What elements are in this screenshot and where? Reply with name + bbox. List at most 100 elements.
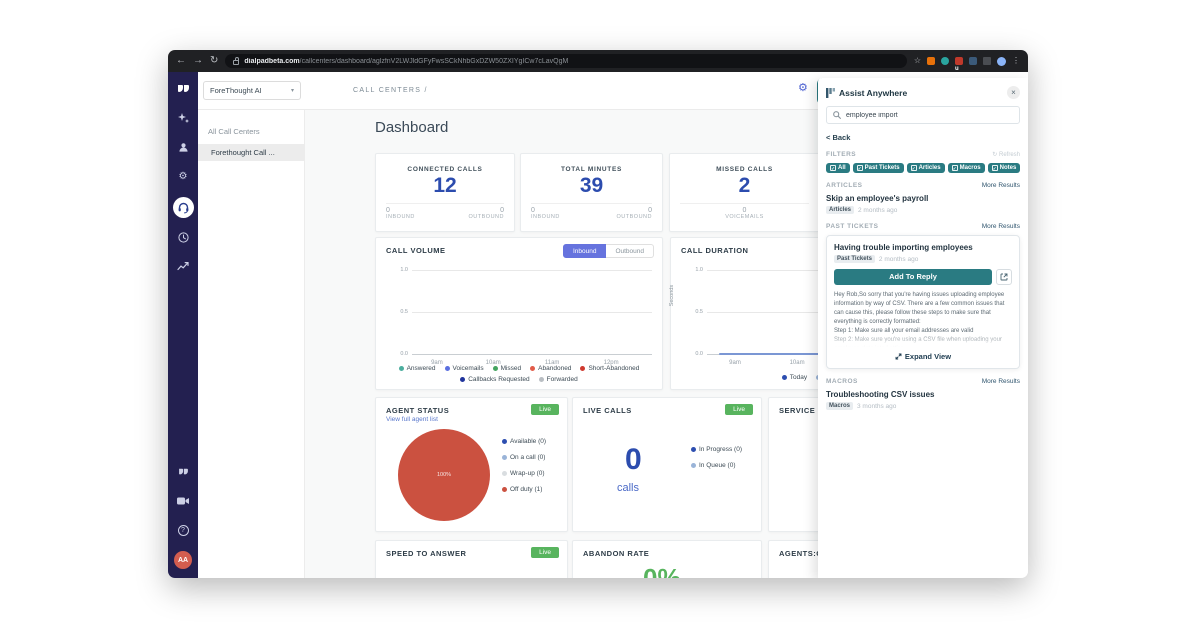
toggle-inbound[interactable]: Inbound bbox=[562, 244, 607, 258]
filter-chip-past-tickets[interactable]: ✓ Past Tickets bbox=[852, 163, 904, 173]
org-selector-dropdown[interactable]: ForeThought AI ▾ bbox=[203, 81, 301, 100]
extension-icon-teal[interactable] bbox=[941, 57, 949, 65]
filter-chip-articles[interactable]: ✓ Articles bbox=[906, 163, 945, 173]
live-calls-unit: calls bbox=[617, 482, 640, 494]
legend-label: Short-Abandoned bbox=[588, 365, 640, 372]
card-title: AGENT STATUS bbox=[386, 406, 450, 415]
url-bar[interactable]: dialpadbeta.com/callcenters/dashboard/ag… bbox=[225, 54, 907, 68]
more-results-link[interactable]: More Results bbox=[981, 182, 1020, 189]
macro-item-meta: Macros 3 months ago bbox=[826, 402, 1020, 410]
legend-label: Callbacks Requested bbox=[468, 376, 530, 383]
stat-card-missed-calls: MISSED CALLS 2 0 VOICEMAILS bbox=[669, 153, 820, 232]
expand-view-link[interactable]: Expand View bbox=[834, 352, 1012, 361]
extension-icon-orange[interactable] bbox=[927, 57, 935, 65]
past-ticket-card: Having trouble importing employees Past … bbox=[826, 235, 1020, 369]
abandon-rate-value: 0% bbox=[643, 563, 681, 578]
xtick: 9am bbox=[431, 360, 443, 366]
pin-extension-icon[interactable] bbox=[983, 57, 991, 65]
browser-menu-icon[interactable]: ⋮ bbox=[1012, 56, 1020, 65]
ticket-title: Having trouble importing employees bbox=[834, 243, 973, 252]
legend-label: Wrap-up (0) bbox=[510, 470, 545, 477]
url-text: dialpadbeta.com/callcenters/dashboard/ag… bbox=[244, 58, 568, 65]
xtick: 11am bbox=[544, 360, 560, 366]
live-calls-legend: In Progress (0) In Queue (0) bbox=[691, 446, 742, 478]
filter-chip-notes[interactable]: ✓ Notes bbox=[987, 163, 1021, 173]
xtick: 9am bbox=[729, 360, 741, 366]
section-label: MACROS bbox=[826, 378, 858, 385]
open-external-button[interactable] bbox=[996, 269, 1012, 285]
article-item-meta: Articles 2 months ago bbox=[826, 206, 1020, 214]
bookmark-star-icon[interactable]: ☆ bbox=[913, 56, 921, 65]
video-camera-icon[interactable] bbox=[175, 493, 191, 509]
macro-item-title[interactable]: Troubleshooting CSV issues bbox=[826, 390, 935, 399]
stat-card-connected-calls: CONNECTED CALLS 12 0 INBOUND 0 OUTBOUND bbox=[375, 153, 515, 232]
expand-view-label: Expand View bbox=[904, 352, 952, 361]
settings-gear-icon[interactable]: ⚙ bbox=[178, 170, 188, 182]
refresh-icon: ↻ bbox=[992, 152, 998, 158]
search-input[interactable] bbox=[846, 111, 1013, 119]
breadcrumb[interactable]: CALL CENTERS / bbox=[353, 87, 428, 94]
history-clock-icon[interactable] bbox=[175, 229, 191, 245]
sidebar-item-all-call-centers[interactable]: All Call Centers bbox=[208, 127, 260, 136]
add-to-reply-button[interactable]: Add To Reply bbox=[834, 269, 992, 285]
sidebar-item-forethought-call-center[interactable]: Forethought Call ... bbox=[198, 144, 304, 161]
assist-anywhere-panel: Assist Anywhere × < Back FILTERS ↻ Refre… bbox=[818, 78, 1028, 578]
lock-icon bbox=[233, 57, 240, 65]
back-link[interactable]: < Back bbox=[826, 133, 851, 142]
search-icon bbox=[833, 111, 841, 119]
type-tag: Macros bbox=[826, 402, 854, 410]
browser-profile-avatar[interactable] bbox=[997, 56, 1006, 66]
browser-forward-icon[interactable]: → bbox=[193, 55, 203, 66]
browser-reload-icon[interactable]: ↻ bbox=[210, 55, 219, 66]
view-full-agent-list-link[interactable]: View full agent list bbox=[386, 416, 438, 423]
agent-status-card: AGENT STATUS Live View full agent list 1… bbox=[375, 397, 568, 532]
extension-icon-flag[interactable] bbox=[969, 57, 977, 65]
timestamp: 2 months ago bbox=[858, 206, 898, 214]
articles-section-header: ARTICLES More Results bbox=[826, 182, 1020, 189]
card-title: CALL VOLUME bbox=[386, 246, 446, 255]
dashboard-settings-gear-icon[interactable]: ⚙ bbox=[798, 82, 808, 94]
call-center-headset-icon-active[interactable] bbox=[172, 197, 194, 218]
type-tag: Past Tickets bbox=[834, 255, 875, 263]
help-icon[interactable]: ? bbox=[175, 522, 191, 538]
filter-chip-all[interactable]: ✓ All bbox=[826, 163, 850, 173]
url-domain: dialpadbeta.com bbox=[244, 57, 300, 65]
section-label: PAST TICKETS bbox=[826, 223, 879, 230]
stat-sub-value: 0 bbox=[648, 207, 652, 214]
stat-sub-label: OUTBOUND bbox=[616, 214, 652, 220]
chat-bubbles-icon[interactable] bbox=[175, 464, 191, 480]
stat-label: CONNECTED CALLS bbox=[407, 166, 483, 173]
extension-icon-red[interactable]: u bbox=[955, 57, 963, 72]
analytics-trend-icon[interactable] bbox=[175, 258, 191, 274]
browser-back-icon[interactable]: ← bbox=[176, 55, 186, 66]
expand-icon bbox=[895, 353, 902, 360]
legend-dot bbox=[444, 366, 450, 371]
user-avatar[interactable]: AA bbox=[174, 551, 192, 569]
forethought-logo-icon bbox=[826, 87, 835, 98]
checkbox-checked-icon: ✓ bbox=[856, 165, 863, 171]
filters-row: FILTERS ↻ Refresh bbox=[826, 151, 1020, 158]
close-icon[interactable]: × bbox=[1007, 86, 1020, 99]
timestamp: 2 months ago bbox=[878, 255, 919, 263]
ytick: 1.0 bbox=[695, 267, 703, 273]
assist-search-box[interactable] bbox=[826, 106, 1020, 124]
dialpad-logo-icon bbox=[175, 81, 191, 97]
filter-chip-macros[interactable]: ✓ Macros bbox=[947, 163, 985, 173]
x-axis bbox=[412, 354, 652, 355]
divider bbox=[531, 203, 652, 204]
ai-sparkles-icon[interactable] bbox=[175, 110, 191, 126]
card-title: ABANDON RATE bbox=[583, 549, 650, 558]
refresh-link[interactable]: ↻ Refresh bbox=[992, 151, 1020, 158]
more-results-link[interactable]: More Results bbox=[981, 378, 1020, 385]
more-results-link[interactable]: More Results bbox=[981, 223, 1020, 230]
live-badge: Live bbox=[531, 547, 559, 558]
article-item-title[interactable]: Skip an employee's payroll bbox=[826, 194, 929, 203]
card-title: SERVICE LEVEL bbox=[779, 406, 845, 415]
contacts-icon[interactable] bbox=[175, 139, 191, 155]
gridline bbox=[412, 312, 652, 313]
stat-sub-label: INBOUND bbox=[531, 214, 560, 220]
app-shell: ⚙ ? AA ForeT bbox=[168, 72, 1028, 578]
toggle-outbound[interactable]: Outbound bbox=[606, 244, 654, 258]
chip-label: Past Tickets bbox=[864, 165, 900, 171]
ytick: 0.0 bbox=[400, 351, 408, 357]
